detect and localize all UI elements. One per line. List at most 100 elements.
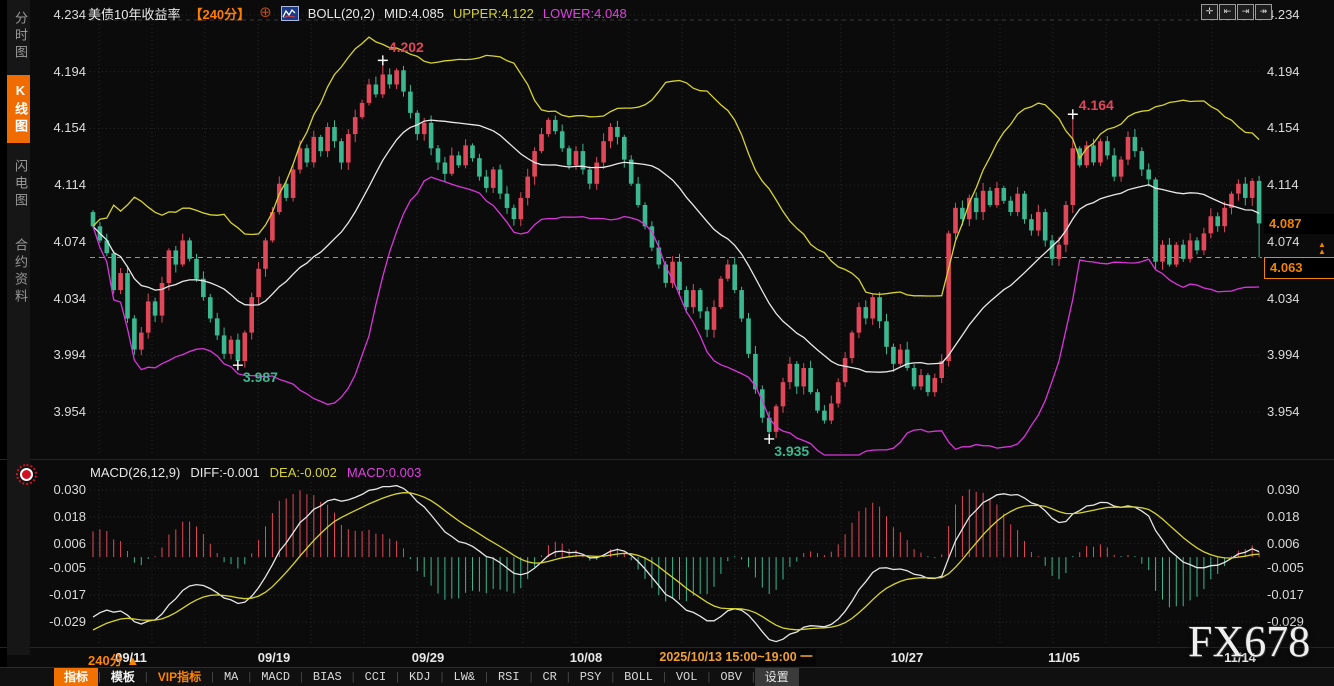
candle-body [456, 155, 461, 166]
candle-body [1091, 145, 1096, 163]
candle-body [228, 339, 234, 354]
y-axis-tick: 3.994 [53, 347, 86, 363]
scale-left-icon[interactable]: ⇤ [1219, 4, 1236, 20]
y-axis-tick: 4.154 [1267, 120, 1300, 136]
candle-body [677, 261, 682, 291]
candle-body [608, 127, 613, 142]
tab-bias[interactable]: BIAS [312, 669, 342, 684]
scale-right-icon[interactable]: ⇥ [1237, 4, 1254, 20]
tab-boll[interactable]: BOLL [624, 669, 653, 684]
y-axis-tick: 0.006 [1267, 535, 1300, 551]
candle-body [1153, 179, 1158, 262]
tab-lwr[interactable]: LW& [453, 669, 476, 684]
tab-obv[interactable]: OBV [720, 669, 742, 684]
sidebar-gutter [0, 0, 7, 686]
candle-body [1132, 136, 1138, 152]
x-axis-date: 11/05 [1048, 650, 1080, 665]
candle-body [822, 410, 827, 421]
candle-body [711, 307, 717, 330]
tab-ma[interactable]: MA [223, 669, 239, 684]
candle-body [842, 358, 848, 383]
candle-body [139, 332, 144, 350]
boll-upper-value: UPPER:4.122 [452, 5, 534, 21]
candle-body [145, 301, 151, 333]
pan-icon[interactable]: ✛ [1201, 4, 1218, 20]
candle-body [118, 273, 123, 291]
candle-body [359, 102, 365, 118]
double-up-arrow-icon: ▲ ▲ [1318, 240, 1326, 256]
candle-body [415, 112, 420, 135]
macd-diff-line [92, 484, 1260, 643]
candle-body [194, 258, 199, 279]
candle-body [346, 134, 351, 163]
candle-body [442, 162, 448, 174]
tab-separator: | [707, 671, 711, 683]
candle-body [1229, 193, 1234, 208]
candle-body [1167, 244, 1172, 265]
tab-vip-indicator[interactable]: VIP指标 [157, 669, 202, 684]
candle-body [766, 417, 772, 432]
candle-body [214, 318, 220, 336]
candle-body [594, 162, 599, 184]
candle-body [904, 349, 910, 368]
tab-rsi[interactable]: RSI [497, 669, 520, 684]
candle-body [401, 70, 406, 92]
candle-body [628, 159, 634, 184]
chart-header: 美债10年收益率 【240分】 ⊕ BOLL(20,2) MID:4.085 U… [88, 3, 627, 23]
tab-separator: | [98, 671, 101, 683]
candle-body [104, 240, 110, 254]
candle-body [421, 122, 427, 135]
sidebar-item-flash[interactable]: 闪电图 [13, 158, 28, 210]
sidebar-item-timeline[interactable]: 分时图 [13, 10, 28, 62]
candle-body [352, 117, 358, 135]
macd-params: MACD(26,12,9) [90, 465, 181, 480]
interval-tag[interactable]: 【240分】 [189, 6, 251, 22]
tab-separator: | [485, 671, 488, 683]
interval-selector[interactable]: 240分 ▲ [88, 653, 140, 668]
x-axis-date: 10/27 [890, 650, 924, 665]
y-axis-tick: 4.234 [1267, 7, 1300, 22]
tab-vol[interactable]: VOL [675, 669, 698, 684]
sidebar-item-kline[interactable]: K线图 [7, 75, 30, 143]
tab-psy[interactable]: PSY [579, 669, 602, 684]
y-axis-tick: 4.234 [53, 7, 86, 22]
sidebar-item-contract-info[interactable]: 合约资料 [13, 238, 28, 306]
candle-body [1215, 216, 1220, 227]
reference-price-tag: 4.063 [1264, 257, 1334, 279]
candle-body [946, 233, 951, 361]
candle-body [277, 183, 282, 213]
candle-body [1111, 155, 1117, 177]
candle-body [242, 332, 248, 361]
candle-body [566, 148, 572, 166]
candle-body [918, 375, 924, 387]
candle-body [180, 240, 185, 265]
tab-separator: | [751, 671, 755, 683]
candle-body [173, 250, 179, 265]
candle-body [601, 141, 606, 163]
candle-body [1118, 159, 1124, 177]
candle-body [815, 392, 820, 411]
indicator-marker-icon[interactable] [16, 464, 37, 485]
candle-body [380, 74, 386, 95]
tab-settings[interactable]: 设置 [754, 667, 799, 686]
candle-body [504, 193, 510, 208]
candle-body [525, 176, 530, 198]
add-indicator-icon[interactable]: ⊕ [259, 4, 272, 21]
chart-style-icon[interactable] [280, 5, 299, 21]
tab-kdj[interactable]: KDJ [409, 669, 431, 684]
tab-template[interactable]: 模板 [110, 669, 135, 684]
chevron-up-icon: ▲ [126, 653, 140, 668]
candle-body [1001, 188, 1007, 201]
tab-indicator[interactable]: 指标 [54, 667, 99, 686]
x-axis-date: 09/11 [115, 650, 147, 665]
tab-cci[interactable]: CCI [364, 669, 387, 684]
tab-cr[interactable]: CR [542, 669, 557, 684]
tab-macd[interactable]: MACD [261, 669, 291, 684]
candle-body [249, 297, 254, 333]
candle-body [497, 169, 503, 194]
candle-body [877, 297, 882, 322]
candle-body [159, 283, 165, 316]
pan-right-icon[interactable]: ↠ [1255, 4, 1272, 20]
candle-body [760, 389, 765, 418]
